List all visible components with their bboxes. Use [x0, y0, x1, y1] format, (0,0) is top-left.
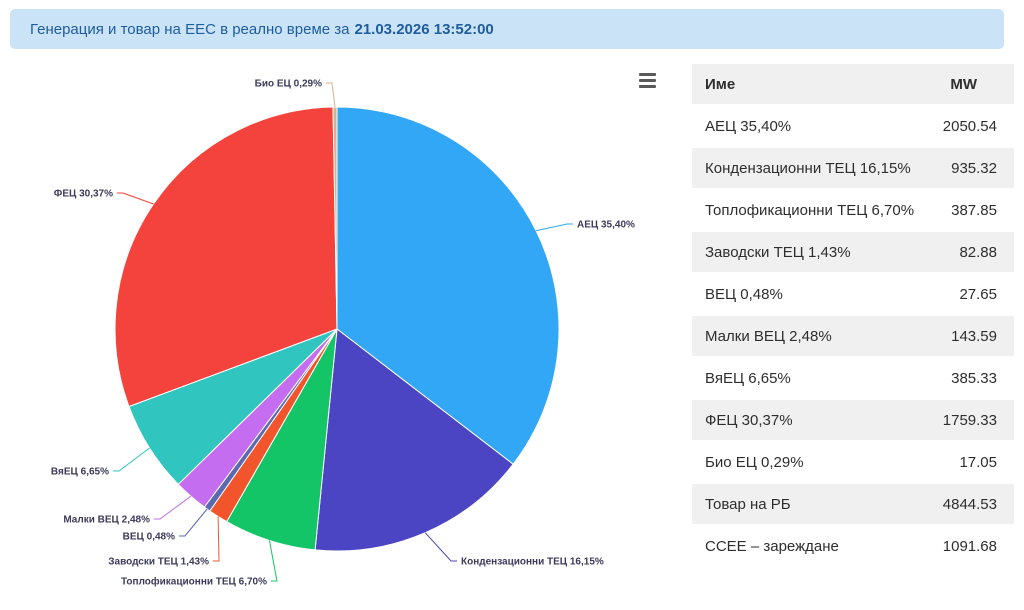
banner-title: Генерация и товар на ЕЕС в реално време … — [30, 20, 350, 38]
label-connector-zavodski-tec — [213, 516, 220, 562]
label-connector-fec — [117, 192, 154, 205]
table-row: ФЕЦ 30,37% 1759.33 — [692, 400, 1014, 442]
title-banner: Генерация и товар на ЕЕС в реално време … — [10, 9, 1004, 49]
pie-label-vec: ВЕЦ 0,48% — [123, 532, 175, 543]
table-row: Малки ВЕЦ 2,48% 143.59 — [692, 316, 1014, 358]
cell-name: Био ЕЦ 0,29% — [692, 442, 936, 484]
table-row: Заводски ТЕЦ 1,43% 82.88 — [692, 232, 1014, 274]
table-row: Товар на РБ 4844.53 — [692, 484, 1014, 526]
cell-name: АЕЦ 35,40% — [692, 106, 936, 148]
cell-name: Кондензационни ТЕЦ 16,15% — [692, 148, 936, 190]
cell-name: Заводски ТЕЦ 1,43% — [692, 232, 936, 274]
cell-name: ФЕЦ 30,37% — [692, 400, 936, 442]
table-header-row: Име MW — [692, 64, 1014, 106]
cell-mw: 935.32 — [935, 148, 1014, 190]
cell-mw: 143.59 — [935, 316, 1014, 358]
table-row: Топлофикационни ТЕЦ 6,70% 387.85 — [692, 190, 1014, 232]
pie-label-bio-ec: Био ЕЦ 0,29% — [255, 79, 322, 90]
table-body: АЕЦ 35,40% 2050.54 Кондензационни ТЕЦ 16,1… — [692, 106, 1014, 568]
pie-label-fec: ФЕЦ 30,37% — [54, 189, 113, 200]
cell-mw: 82.88 — [935, 232, 1014, 274]
pie-slice-fec[interactable] — [114, 106, 338, 408]
cell-mw: 1091.68 — [935, 526, 1014, 568]
banner-datetime: 21.03.2026 13:52:00 — [354, 20, 494, 38]
table-row: Кондензационни ТЕЦ 16,15% 935.32 — [692, 148, 1014, 190]
label-connector-bio-ec — [326, 82, 336, 108]
pie-slice-kond-tec[interactable] — [314, 328, 514, 552]
cell-mw: 387.85 — [935, 190, 1014, 232]
cell-name: ВЕЦ 0,48% — [692, 274, 936, 316]
label-connector-vya-ec — [113, 447, 150, 472]
label-connector-kond-tec — [424, 532, 457, 562]
column-header-name: Име — [692, 64, 936, 106]
label-connector-aec — [535, 223, 573, 232]
table-row: ВяЕЦ 6,65% 385.33 — [692, 358, 1014, 400]
label-connector-malki-vec — [154, 495, 192, 520]
generation-table: Име MW АЕЦ 35,40% 2050.54 Кондензационни Т… — [692, 64, 1014, 568]
cell-mw: 1759.33 — [935, 400, 1014, 442]
table-row: ВЕЦ 0,48% 27.65 — [692, 274, 1014, 316]
table-row: АЕЦ 35,40% 2050.54 — [692, 106, 1014, 148]
cell-mw: 4844.53 — [935, 484, 1014, 526]
pie-chart: АЕЦ 35,40% Кондензационни ТЕЦ 16,15% Топло… — [51, 79, 635, 588]
cell-mw: 2050.54 — [935, 106, 1014, 148]
cell-name: ВяЕЦ 6,65% — [692, 358, 936, 400]
hamburger-menu-icon[interactable] — [636, 69, 660, 91]
pie-label-vya-ec: ВяЕЦ 6,65% — [51, 467, 109, 478]
table-row: Био ЕЦ 0,29% 17.05 — [692, 442, 1014, 484]
cell-mw: 27.65 — [935, 274, 1014, 316]
pie-label-toplo-tec: Топлофикационни ТЕЦ 6,70% — [121, 576, 267, 588]
pie-label-zavodski-tec: Заводски ТЕЦ 1,43% — [108, 557, 209, 568]
cell-name: Товар на РБ — [692, 484, 936, 526]
pie-label-kond-tec: Кондензационни ТЕЦ 16,15% — [461, 557, 604, 568]
cell-mw: 17.05 — [935, 442, 1014, 484]
label-connector-vec — [179, 508, 208, 537]
table-row: ССЕЕ – зареждане 1091.68 — [692, 526, 1014, 568]
cell-mw: 385.33 — [935, 358, 1014, 400]
column-header-mw: MW — [935, 64, 1014, 106]
cell-name: ССЕЕ – зареждане — [692, 526, 936, 568]
label-connector-toplo-tec — [268, 540, 278, 582]
pie-label-malki-vec: Малки ВЕЦ 2,48% — [63, 515, 150, 526]
cell-name: Топлофикационни ТЕЦ 6,70% — [692, 190, 936, 232]
chart-panel: АЕЦ 35,40% Кондензационни ТЕЦ 16,15% Топло… — [0, 55, 690, 610]
cell-name: Малки ВЕЦ 2,48% — [692, 316, 936, 358]
pie-label-aec: АЕЦ 35,40% — [577, 220, 635, 231]
